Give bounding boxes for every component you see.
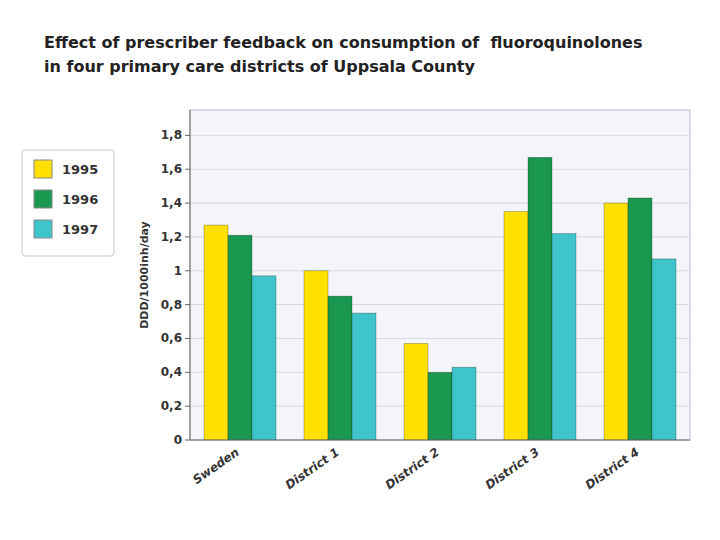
legend-label: 1997 (62, 222, 98, 237)
bar (252, 276, 276, 440)
category-label: District 4 (583, 445, 642, 492)
bar (652, 259, 676, 440)
tick-label: 1,4 (161, 196, 182, 210)
grid-line (190, 440, 690, 441)
subtitle: in four primary care districts of Uppsal… (44, 57, 476, 76)
bars (204, 157, 676, 440)
x-axis (190, 440, 690, 441)
plot-area (190, 110, 690, 440)
legend-swatch (34, 160, 52, 178)
legend: 1995 1996 1997 (22, 150, 114, 256)
tick-label: 0 (174, 433, 182, 447)
category-label: Sweden (190, 445, 242, 487)
bar (604, 203, 628, 440)
tick-mark (185, 270, 190, 271)
tick-mark (185, 236, 190, 237)
tick-mark (185, 304, 190, 305)
tick-mark (185, 338, 190, 339)
tick-mark (185, 440, 190, 441)
tick-label: 0,2 (161, 399, 182, 413)
background (0, 0, 720, 540)
bar (452, 367, 476, 440)
bar (528, 157, 552, 440)
category-label: District 3 (483, 445, 542, 492)
bar (328, 296, 352, 440)
bar (428, 372, 452, 440)
axis-label: DDD/1000inh/day (138, 221, 151, 329)
legend-swatch (34, 190, 52, 208)
legend-box (22, 150, 114, 256)
tick-label: 0,6 (161, 331, 182, 345)
tick-label: 1,2 (161, 230, 182, 244)
tick-label: 1 (174, 264, 182, 278)
title: Effect of prescriber feedback on consump… (44, 33, 643, 52)
legend-swatch (34, 220, 52, 238)
grid-line (190, 169, 690, 170)
legend-label: 1996 (62, 192, 98, 207)
tick-mark (185, 135, 190, 136)
y-axis (190, 110, 191, 440)
tick-mark (185, 372, 190, 373)
tick-label: 0,8 (161, 298, 182, 312)
bar (228, 235, 252, 440)
bar (504, 212, 528, 440)
tick-mark (185, 203, 190, 204)
tick-mark (185, 169, 190, 170)
bar (204, 225, 228, 440)
bar (304, 271, 328, 440)
bar (628, 198, 652, 440)
tick-label: 1,6 (161, 162, 182, 176)
grid-line (190, 135, 690, 136)
tick-mark (185, 406, 190, 407)
bar (352, 313, 376, 440)
legend-label: 1995 (62, 162, 98, 177)
bar (552, 234, 576, 440)
tick-label: 1,8 (161, 128, 182, 142)
tick-label: 0,4 (161, 365, 182, 379)
chart: Effect of prescriber feedback on consump… (0, 0, 720, 540)
category-label: District 1 (283, 445, 342, 492)
category-label: District 2 (383, 445, 442, 492)
bar (404, 344, 428, 440)
